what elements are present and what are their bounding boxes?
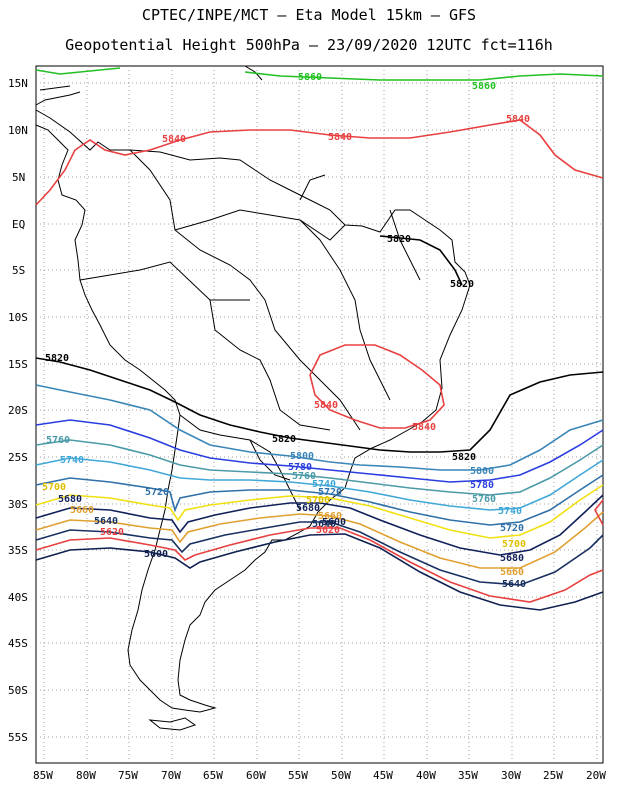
contour-5620-east [594,499,604,526]
lon-label: 60W [246,769,266,782]
contour-5640 [35,521,604,586]
lat-label: 25S [8,451,28,464]
label-5660: 5660 [318,511,342,522]
contour-5600 [35,533,604,611]
lat-label: 55S [8,731,28,744]
coastlines [35,65,471,731]
label-5840: 5840 [412,422,436,433]
label-5860: 5860 [298,72,322,83]
label-5840: 5840 [314,400,338,411]
label-5820: 5820 [45,353,69,364]
label-5860: 5860 [472,81,496,92]
label-5720: 5720 [500,523,524,534]
label-5600: 5600 [144,549,168,560]
contour-5660 [35,511,604,569]
lon-label: 45W [373,769,393,782]
label-5720: 5720 [318,487,342,498]
label-5800: 5800 [470,466,494,477]
label-5680: 5680 [500,553,524,564]
lon-label: 25W [543,769,563,782]
label-5780: 5780 [470,480,494,491]
lat-label: EQ [12,218,25,231]
grid-lines [36,66,603,763]
lat-label: 45S [8,637,28,650]
label-5740: 5740 [60,455,84,466]
label-5620: 5620 [316,525,340,536]
label-5640: 5640 [94,516,118,527]
label-5680: 5680 [58,494,82,505]
lon-label: 35W [458,769,478,782]
label-5820: 5820 [387,234,411,245]
lat-label: 20S [8,404,28,417]
contour-5720 [35,474,604,526]
map-frame [35,65,604,764]
label-5840: 5840 [328,132,352,143]
contour-5840-ring [309,344,445,429]
contour-labels: 5860 5860 5840 5840 5840 5820 5820 5820 … [42,72,530,590]
label-5640: 5640 [502,579,526,590]
contour-5780 [35,419,604,483]
label-5720: 5720 [145,487,169,498]
label-5640: 5640 [312,519,336,530]
label-5840: 5840 [506,114,530,125]
lat-label: 5S [12,264,25,277]
lat-label: 35S [8,544,28,557]
lat-label: 30S [8,498,28,511]
latitude-labels: 15N 10N 5N EQ 5S 10S 15S 20S 25S 30S 35S… [8,77,28,744]
lon-label: 50W [331,769,351,782]
lat-label: 40S [8,591,28,604]
label-5740: 5740 [498,506,522,517]
longitude-labels: 85W 80W 75W 70W 65W 60W 55W 50W 45W 40W … [33,769,606,782]
label-5700: 5700 [306,495,330,506]
label-5620: 5620 [100,527,124,538]
contour-5820-ne [379,235,463,286]
label-5760: 5760 [46,435,70,446]
label-5780: 5780 [288,462,312,473]
label-5740: 5740 [312,479,336,490]
lat-label: 5N [12,171,25,184]
label-5760: 5760 [292,471,316,482]
lon-label: 85W [33,769,53,782]
label-5840: 5840 [162,134,186,145]
label-5700: 5700 [42,482,66,493]
label-5600: 5600 [322,517,346,528]
lon-label: 55W [288,769,308,782]
contour-5700 [35,484,604,539]
title-line-2: Geopotential Height 500hPa – 23/09/2020 … [65,36,553,54]
contour-5800 [35,384,604,471]
contour-5760 [35,439,604,496]
contour-5620 [35,527,604,603]
lon-label: 65W [203,769,223,782]
label-5660: 5660 [70,505,94,516]
lon-label: 80W [76,769,96,782]
contour-lines [35,67,604,611]
label-5700: 5700 [502,539,526,550]
lat-label: 10N [8,124,28,137]
contour-5820 [35,357,604,453]
contour-5860 [35,67,604,81]
title-line-1: CPTEC/INPE/MCT – Eta Model 15km – GFS [141,6,477,24]
lat-label: 10S [8,311,28,324]
lat-label: 50S [8,684,28,697]
label-5820: 5820 [452,452,476,463]
label-5680: 5680 [296,503,320,514]
lon-label: 70W [161,769,181,782]
lon-label: 40W [416,769,436,782]
label-5760: 5760 [472,494,496,505]
contour-5740 [35,457,604,511]
label-5820: 5820 [272,434,296,445]
label-5820: 5820 [450,279,474,290]
contour-5680 [35,494,604,556]
contour-5840 [35,119,604,206]
label-5660: 5660 [500,567,524,578]
label-5800: 5800 [290,451,314,462]
lat-label: 15S [8,358,28,371]
lon-label: 75W [118,769,138,782]
lon-label: 20W [586,769,606,782]
lon-label: 30W [501,769,521,782]
lat-label: 15N [8,77,28,90]
